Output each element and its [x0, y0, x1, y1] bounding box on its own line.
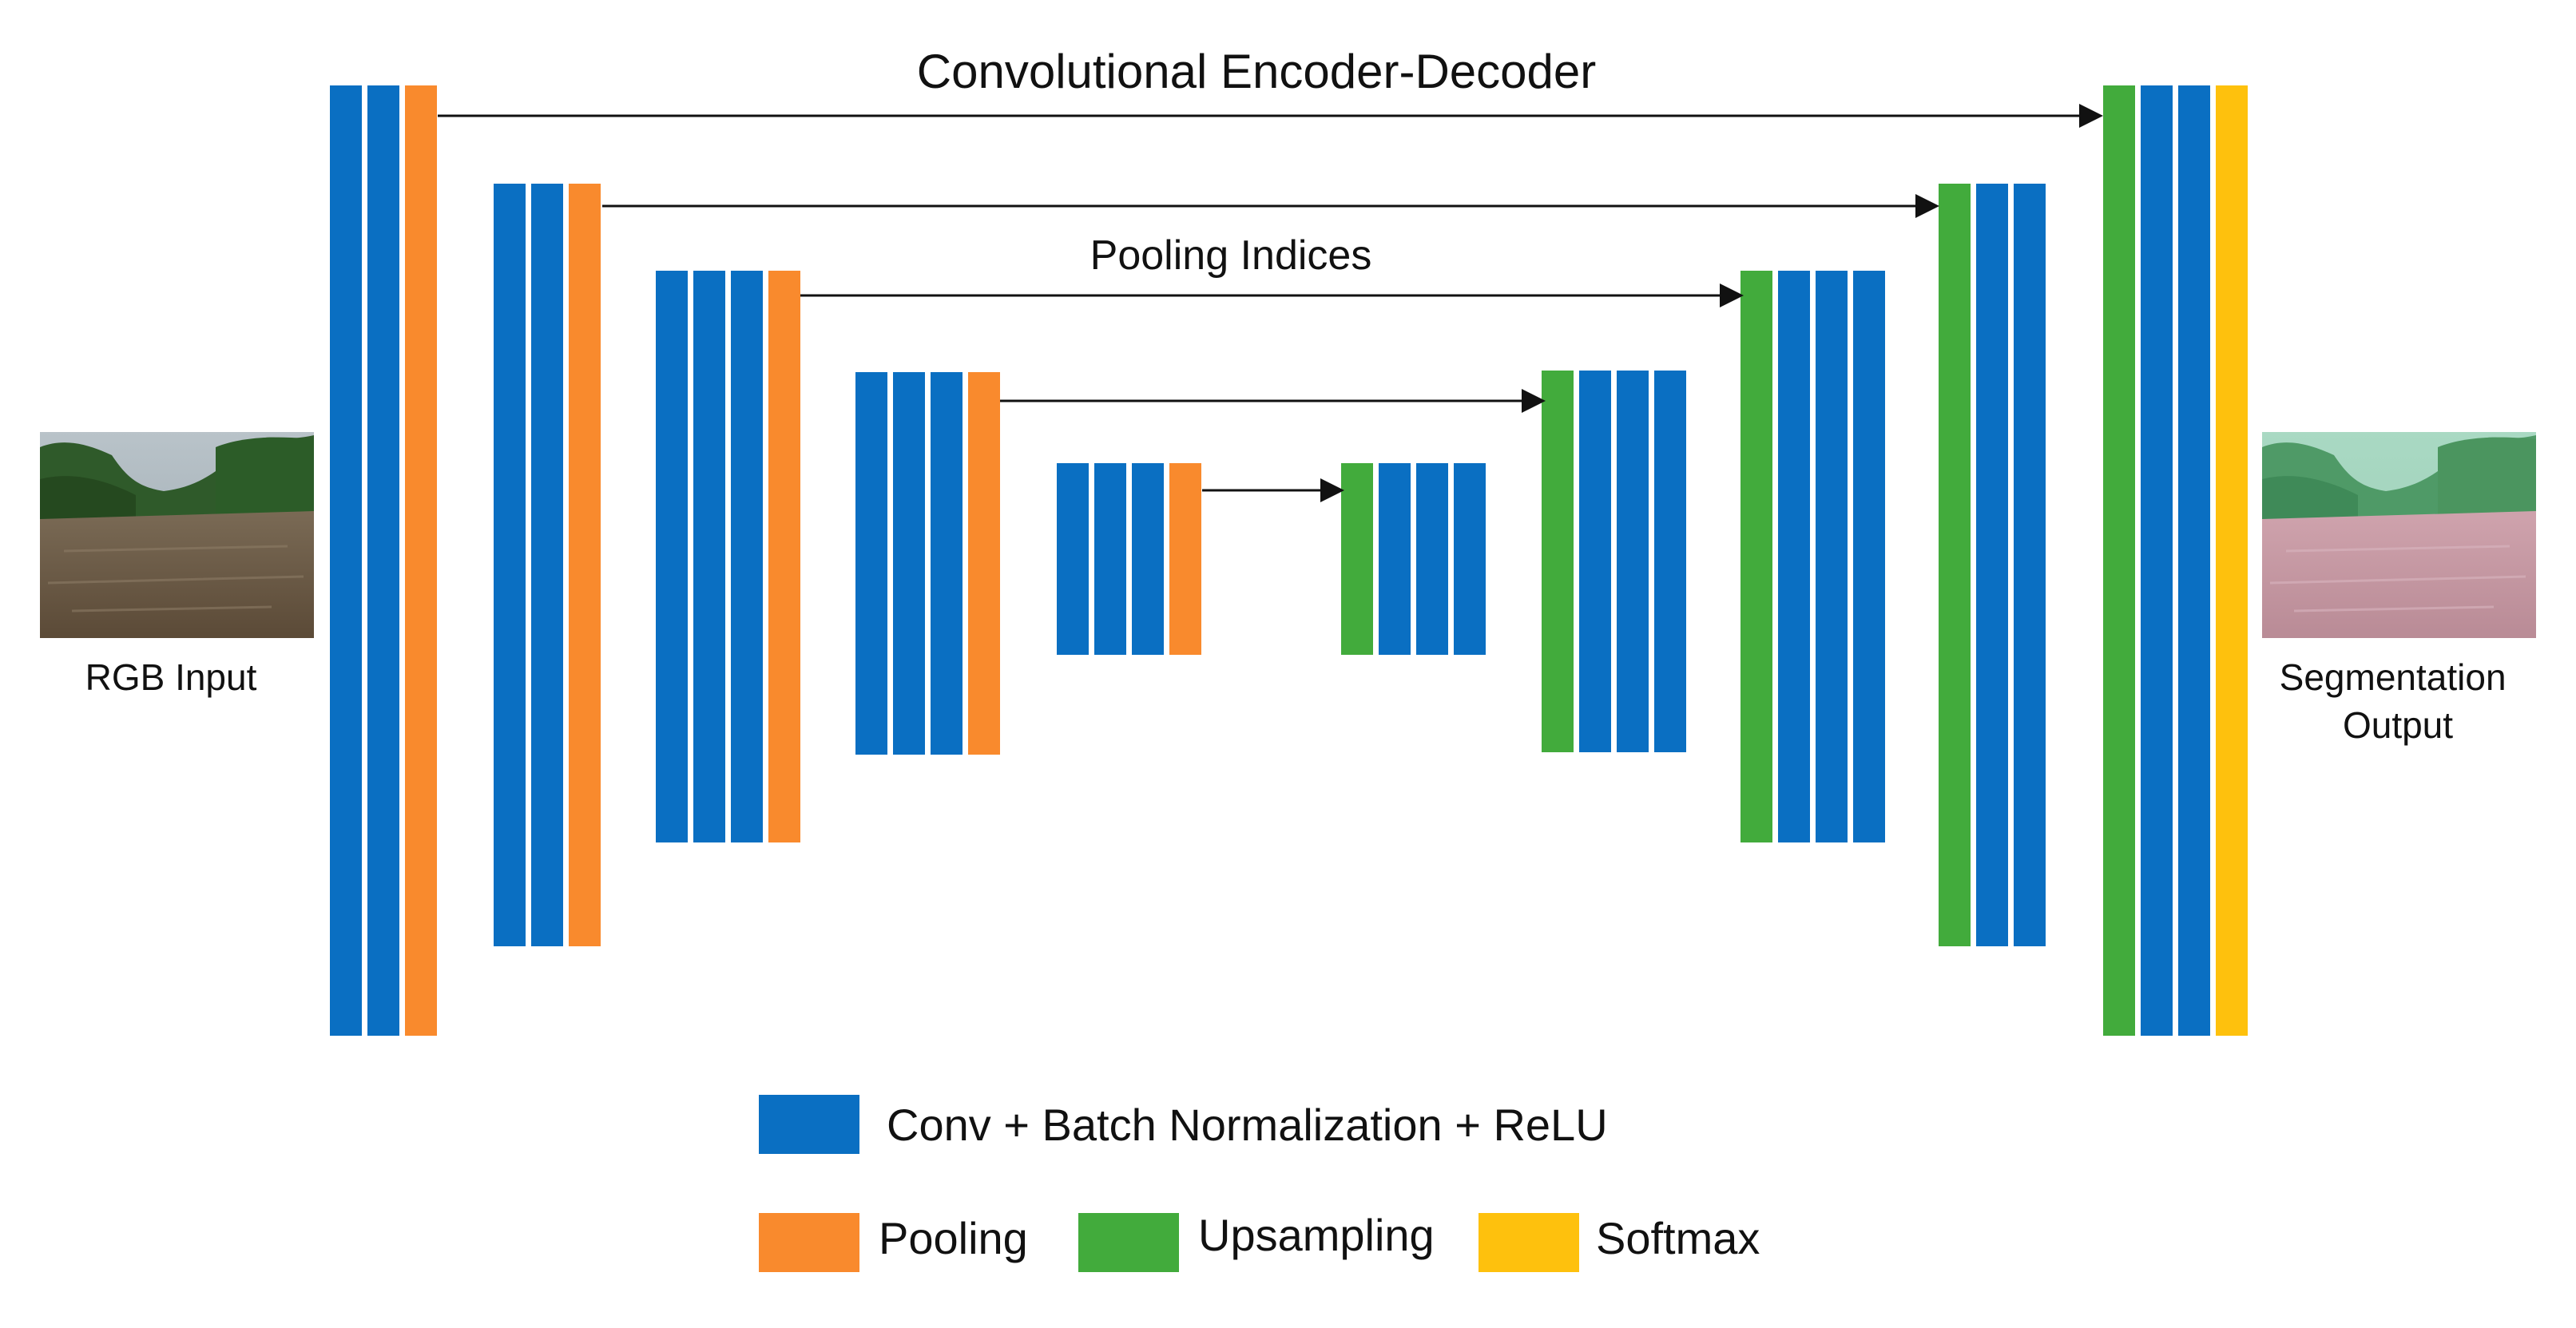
encoder-stage-2-conv-layer-1: [494, 184, 526, 946]
encoder-stage-2-pooling-layer-3: [569, 184, 601, 946]
encoder-stage-3-conv-layer-1: [656, 271, 688, 842]
encoder-stage-3-conv-layer-3: [731, 271, 763, 842]
legend-label-softmax: Softmax: [1596, 1213, 1760, 1263]
encoder-stage-4-conv-layer-3: [931, 372, 963, 755]
encoder-stage-5-conv-layer-3: [1132, 463, 1164, 655]
decoder-stage-3-upsampling-layer-1: [1740, 271, 1772, 842]
network-layers: [330, 85, 2248, 1036]
pooling-index-arrows: [438, 104, 2103, 502]
encoder-stage-1-pooling-layer-3: [405, 85, 437, 1036]
legend: Conv + Batch Normalization + ReLU Poolin…: [759, 1095, 1760, 1272]
encoder-stage-2-conv-layer-2: [531, 184, 563, 946]
decoder-stage-3-conv-layer-2: [1778, 271, 1810, 842]
encoder-stage-3-conv-layer-2: [693, 271, 725, 842]
legend-swatch-upsampling: [1078, 1213, 1179, 1272]
legend-label-conv: Conv + Batch Normalization + ReLU: [887, 1100, 1608, 1150]
legend-label-pooling: Pooling: [879, 1213, 1028, 1263]
legend-swatch-softmax: [1479, 1213, 1579, 1272]
segmentation-output-label: Segmentation Output: [2280, 656, 2517, 746]
decoder-stage-3-conv-layer-3: [1816, 271, 1848, 842]
legend-swatch-conv: [759, 1095, 859, 1154]
encoder-stage-4-conv-layer-2: [893, 372, 925, 755]
legend-label-upsampling: Upsampling: [1198, 1210, 1435, 1260]
encoder-stage-4-pooling-layer-4: [968, 372, 1000, 755]
segmentation-output-label-line1: Segmentation: [2280, 656, 2507, 698]
decoder-stage-1-softmax-layer-4: [2216, 85, 2248, 1036]
decoder-stage-4-upsampling-layer-1: [1542, 371, 1574, 752]
decoder-stage-2-conv-layer-3: [2014, 184, 2046, 946]
encoder-stage-3-pooling-layer-4: [768, 271, 800, 842]
rgb-input-image: [40, 432, 314, 638]
decoder-stage-1-upsampling-layer-1: [2103, 85, 2135, 1036]
decoder-stage-4-conv-layer-3: [1617, 371, 1649, 752]
encoder-stage-4-conv-layer-1: [855, 372, 887, 755]
decoder-stage-4-conv-layer-4: [1654, 371, 1686, 752]
encoder-stage-5-conv-layer-2: [1094, 463, 1126, 655]
decoder-stage-1-conv-layer-3: [2178, 85, 2210, 1036]
encoder-stage-1-conv-layer-2: [367, 85, 399, 1036]
legend-swatch-pooling: [759, 1213, 859, 1272]
decoder-stage-2-conv-layer-2: [1976, 184, 2008, 946]
diagram-title: Convolutional Encoder-Decoder: [917, 45, 1597, 98]
decoder-stage-5-conv-layer-3: [1416, 463, 1448, 655]
segmentation-output-label-line2: Output: [2343, 704, 2453, 746]
decoder-stage-5-conv-layer-4: [1454, 463, 1486, 655]
decoder-stage-1-conv-layer-2: [2141, 85, 2173, 1036]
decoder-stage-2-upsampling-layer-1: [1939, 184, 1971, 946]
decoder-stage-4-conv-layer-2: [1579, 371, 1611, 752]
encoder-stage-1-conv-layer-1: [330, 85, 362, 1036]
rgb-input-label: RGB Input: [85, 656, 257, 698]
decoder-stage-5-upsampling-layer-1: [1341, 463, 1373, 655]
decoder-stage-3-conv-layer-4: [1853, 271, 1885, 842]
segmentation-output-image: [2262, 432, 2536, 638]
encoder-stage-5-conv-layer-1: [1057, 463, 1089, 655]
decoder-stage-5-conv-layer-2: [1379, 463, 1411, 655]
encoder-stage-5-pooling-layer-4: [1169, 463, 1201, 655]
skip-connection-label: Pooling Indices: [1090, 232, 1372, 279]
